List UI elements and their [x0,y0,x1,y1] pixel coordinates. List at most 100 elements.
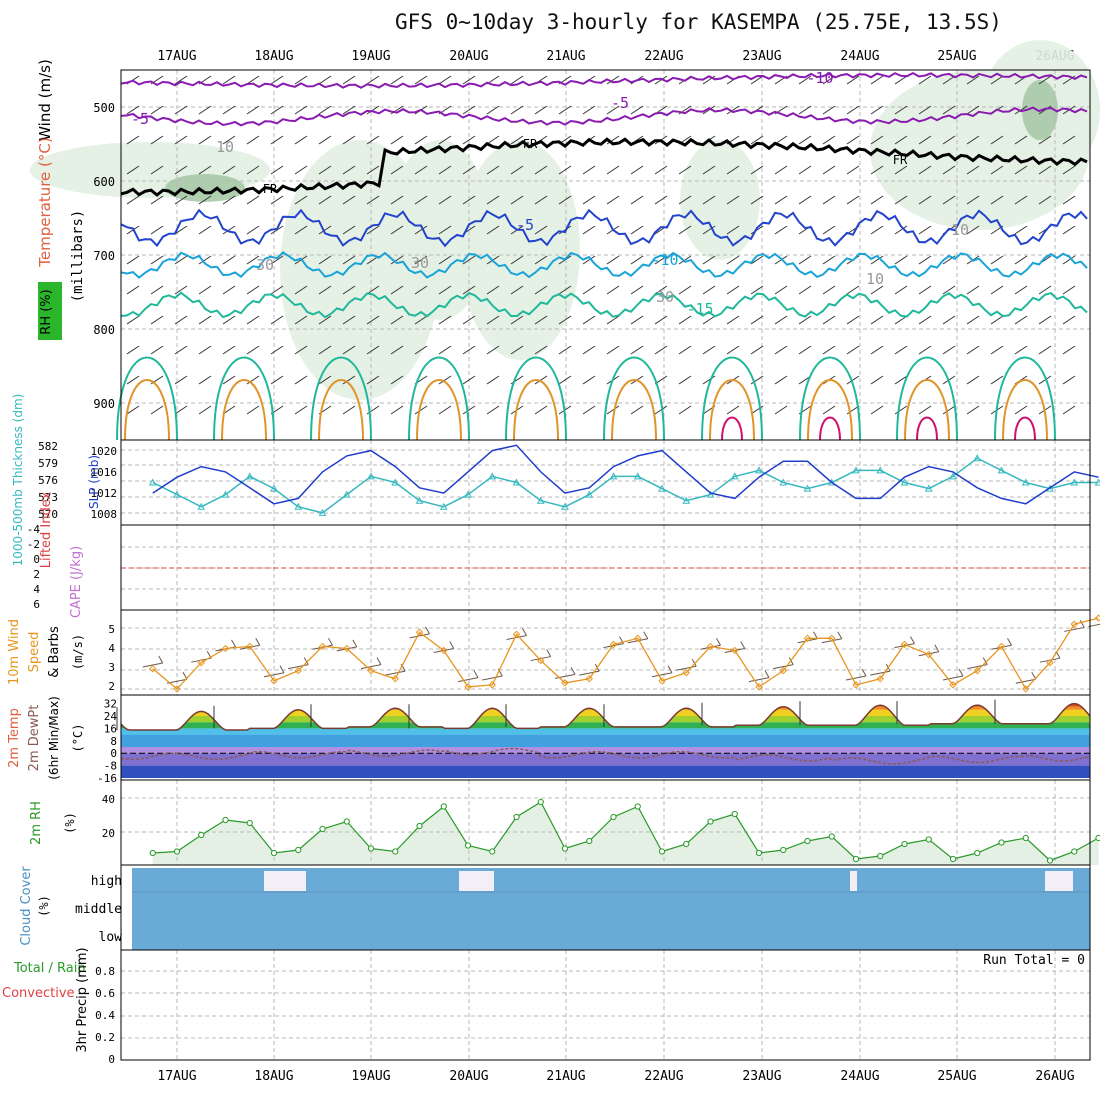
wind-frame [120,609,1091,696]
wind-barb [918,165,932,175]
wind-barb [966,375,980,385]
wind-barb [870,105,884,115]
wind-speed-point [391,675,399,683]
wind-barb [798,345,812,355]
rh-shaded-area [390,140,490,320]
wind-barb [390,345,404,355]
wind-barb [990,165,1004,175]
wind-barb [918,105,932,115]
wind-barb [1062,225,1076,235]
pressure-tick-label: 500 [93,101,115,115]
wind-barb [462,345,476,355]
wind-barb [534,375,548,385]
contour-label: 10 [951,221,969,239]
wind-barb-10m [303,657,309,665]
wind-barb-10m [352,639,358,648]
wind-barb [1014,195,1028,205]
wind-barb [198,315,212,325]
wind-barb [870,285,884,295]
wind-barb [390,195,404,205]
wind-barb [270,105,284,115]
thickness-point [1021,478,1030,486]
wind-barb-10m [942,675,964,681]
temp-band [121,734,1090,747]
rh2m-point [416,822,423,830]
wind-barb [198,225,212,235]
thickness-point [561,502,569,510]
wind-barb [1014,225,1028,235]
date-label-bottom: 26AUG [1035,1069,1074,1084]
wind-barb [510,255,524,265]
wind-barb [918,225,932,235]
date-label-bottom: 23AUG [742,1069,781,1084]
ylabel-precip-convective: Convective [2,986,75,1001]
wind-barb [414,405,428,415]
wind-barb-10m [870,670,891,676]
precip-run-total: Run Total = 0 [983,953,1085,968]
wind-barb [510,135,524,145]
ylabel-rh2m: 2m RH [29,801,44,845]
wind-barb [438,75,452,85]
wind-barb-10m [716,637,721,646]
rh2m-point [319,825,326,833]
wind-barb [798,255,812,265]
contour-loop-teal [116,356,178,441]
rh2m-point [925,836,932,843]
thickness-point [512,478,521,486]
wind-barb [318,105,332,115]
wind-speed-point [1094,614,1100,622]
slp-tick-label: 1012 [91,487,118,500]
thickness-point [294,502,303,510]
wind-barb [822,135,836,145]
thickness-point [367,472,375,480]
thickness-point [924,484,933,492]
contour-loop-teal [799,356,861,441]
wind-barb [846,315,860,325]
wind-barb [270,255,284,265]
wind-barb-10m [676,665,697,671]
wind-barb [654,345,668,355]
wind-barb [894,105,908,115]
wind-barb [1038,315,1052,325]
lifted-tick-label: 2 [33,568,40,581]
wind-barb [174,405,188,415]
date-label-bottom: 22AUG [644,1069,683,1084]
wind-barb-10m [554,673,576,679]
wind-barb [294,375,308,385]
temp-band [121,753,1090,766]
thickness-point [391,478,400,486]
wind-barb [318,285,332,295]
wind-speed-point [779,667,787,675]
chart-title: GFS 0~10day 3-hourly for KASEMPA (25.75E… [395,10,1002,34]
wind-barb [894,225,908,235]
temp-tick-label: 16 [104,722,117,735]
thickness-tick-label: 573 [38,491,58,504]
wind-barb [390,135,404,145]
wind-barb [558,165,572,175]
wind-barb [414,225,428,235]
thickness-point [876,466,885,474]
wind-speed-point [318,642,327,651]
wind-barb [630,315,644,325]
wind-barb [150,405,164,415]
wind-barb [486,285,500,295]
wind-barb [918,255,932,265]
contour-loop-magenta [819,416,841,441]
rh2m-point [246,819,253,827]
wind-barb [942,405,956,415]
wind-barb [198,195,212,205]
ylabel-2m-temp: 2m Temp [7,708,22,768]
wind-barb [390,285,404,295]
wind-barb [246,135,260,145]
wind-barb [894,135,908,145]
wind-barb [222,135,236,145]
wind-barb [366,315,380,325]
wind-barb [582,375,596,385]
wind-barb [294,285,308,295]
contour-label: -10 [651,251,678,269]
thickness-point [973,454,982,462]
slp-line [152,444,1099,505]
wind-barb [438,405,452,415]
wind-barb [222,225,236,235]
date-label-top: 24AUG [840,49,879,64]
